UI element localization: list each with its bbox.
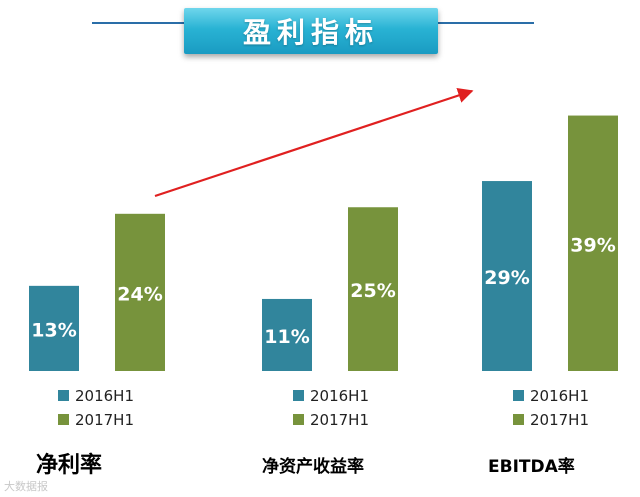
group-1-label-2016h1: 13% [31, 319, 76, 341]
group-2-legend-swatch-2016h1 [293, 390, 304, 401]
group-1-category-label: 净利率 [36, 452, 102, 478]
group-1-legend-label-2017h1: 2017H1 [75, 411, 134, 429]
trend-arrow [154, 88, 474, 198]
group-2-label-2017h1: 25% [350, 280, 395, 302]
group-1-legend-swatch-2017h1 [58, 414, 69, 425]
group-2-label-2016h1: 11% [264, 326, 309, 348]
group-2-bar-2017h1 [348, 207, 398, 371]
group-2-category-label: 净资产收益率 [262, 456, 364, 477]
group-1-bar-2017h1 [115, 213, 165, 371]
group-3-category-label: EBITDA率 [488, 456, 575, 477]
watermark-text: 大数据报 [4, 480, 48, 493]
title-banner: 盈利指标 [184, 8, 438, 54]
group-1-legend-label-2016h1: 2016H1 [75, 387, 134, 405]
group-3-bar-2017h1 [568, 115, 618, 371]
group-1-bar-2016h1 [29, 285, 79, 371]
title-right-line [438, 22, 534, 24]
group-3-legend-swatch-2017h1 [513, 414, 524, 425]
group-1-label-2017h1: 24% [117, 283, 162, 305]
title-left-line [92, 22, 184, 24]
group-2-legend-label-2016h1: 2016H1 [310, 387, 369, 405]
group-3-legend-swatch-2016h1 [513, 390, 524, 401]
group-1-legend-swatch-2016h1 [58, 390, 69, 401]
group-2-legend-label-2017h1: 2017H1 [310, 411, 369, 429]
group-3-label-2017h1: 39% [570, 234, 615, 256]
chart-title: 盈利指标 [242, 16, 379, 49]
group-3-bar-2016h1 [482, 181, 532, 371]
group-3-label-2016h1: 29% [484, 267, 529, 289]
group-3-legend-label-2017h1: 2017H1 [530, 411, 589, 429]
group-2-bar-2016h1 [262, 298, 312, 371]
group-3-legend-label-2016h1: 2016H1 [530, 387, 589, 405]
group-2-legend-swatch-2017h1 [293, 414, 304, 425]
